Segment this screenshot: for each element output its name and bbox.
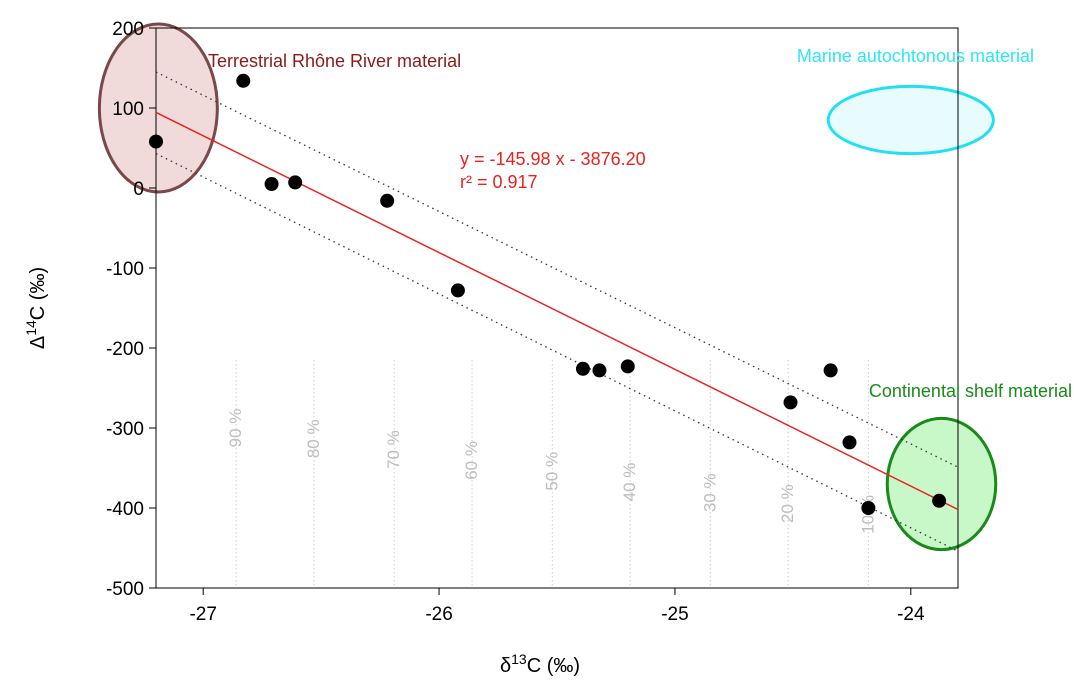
regression-equation: y = -145.98 x - 3876.20 bbox=[460, 149, 646, 169]
regression-r2: r² = 0.917 bbox=[460, 172, 538, 192]
mixing-line-label: 40 % bbox=[620, 463, 639, 502]
data-point bbox=[450, 283, 465, 298]
mixing-line-label: 60 % bbox=[462, 441, 481, 480]
x-tick-label: -27 bbox=[189, 604, 216, 625]
y-tick-label: -500 bbox=[106, 579, 144, 600]
mixing-line-label: 30 % bbox=[700, 473, 719, 512]
data-point bbox=[264, 177, 279, 191]
y-tick-label: -100 bbox=[106, 259, 144, 280]
data-point bbox=[823, 363, 838, 378]
axis-ticks: -27 -26 -25 -24 -500 -400 -300 -200 -100 0 100 200 bbox=[106, 19, 925, 625]
mixing-line-label: 70 % bbox=[384, 430, 403, 469]
data-point bbox=[592, 363, 607, 378]
end-member-ellipse bbox=[97, 22, 219, 194]
mixing-line-label: 50 % bbox=[542, 452, 561, 491]
mixing-line-label: 80 % bbox=[304, 419, 323, 458]
x-axis-title: δ13C (‰) bbox=[500, 651, 580, 677]
x-tick-label: -25 bbox=[661, 604, 688, 625]
label-continental-shelf-material: Continental shelf material bbox=[869, 381, 1072, 401]
y-tick-label: 100 bbox=[112, 99, 144, 120]
label-terrestrial-material: Terrestrial Rhône River material bbox=[208, 51, 461, 71]
confidence-band bbox=[155, 28, 959, 588]
end-member-ellipse bbox=[826, 84, 995, 156]
data-point bbox=[783, 395, 798, 410]
mixing-line-label: 90 % bbox=[226, 409, 245, 448]
data-point bbox=[236, 73, 251, 88]
end-member-ellipse bbox=[885, 416, 998, 552]
data-point bbox=[842, 435, 857, 450]
y-tick-label: -300 bbox=[106, 419, 144, 440]
x-tick-label: -26 bbox=[425, 604, 452, 625]
x-tick-label: -24 bbox=[897, 604, 925, 625]
confidence-bound-upper bbox=[155, 71, 959, 468]
data-point bbox=[149, 134, 163, 149]
label-marine-material: Marine autochtonous material bbox=[797, 46, 1034, 66]
y-tick-label: -200 bbox=[106, 339, 144, 360]
y-tick-label: 0 bbox=[133, 179, 144, 200]
regression-layer bbox=[155, 111, 959, 511]
regression-line bbox=[155, 111, 959, 511]
data-point bbox=[861, 501, 876, 515]
y-tick-label: -400 bbox=[106, 499, 144, 520]
mixing-lines-layer: 90 %80 %70 %60 %50 %40 %30 %20 %10 % bbox=[226, 360, 877, 588]
data-point bbox=[288, 175, 303, 190]
data-point bbox=[380, 193, 395, 208]
mixing-line-label: 20 % bbox=[778, 484, 797, 523]
end-member-regions bbox=[97, 22, 998, 552]
confidence-bound-lower bbox=[155, 153, 959, 552]
data-point bbox=[575, 361, 590, 376]
data-point bbox=[932, 493, 947, 508]
y-axis-title: Δ14C (‰) bbox=[23, 267, 49, 349]
data-points bbox=[149, 73, 947, 515]
y-tick-label: 200 bbox=[112, 19, 144, 40]
data-point bbox=[620, 359, 635, 374]
